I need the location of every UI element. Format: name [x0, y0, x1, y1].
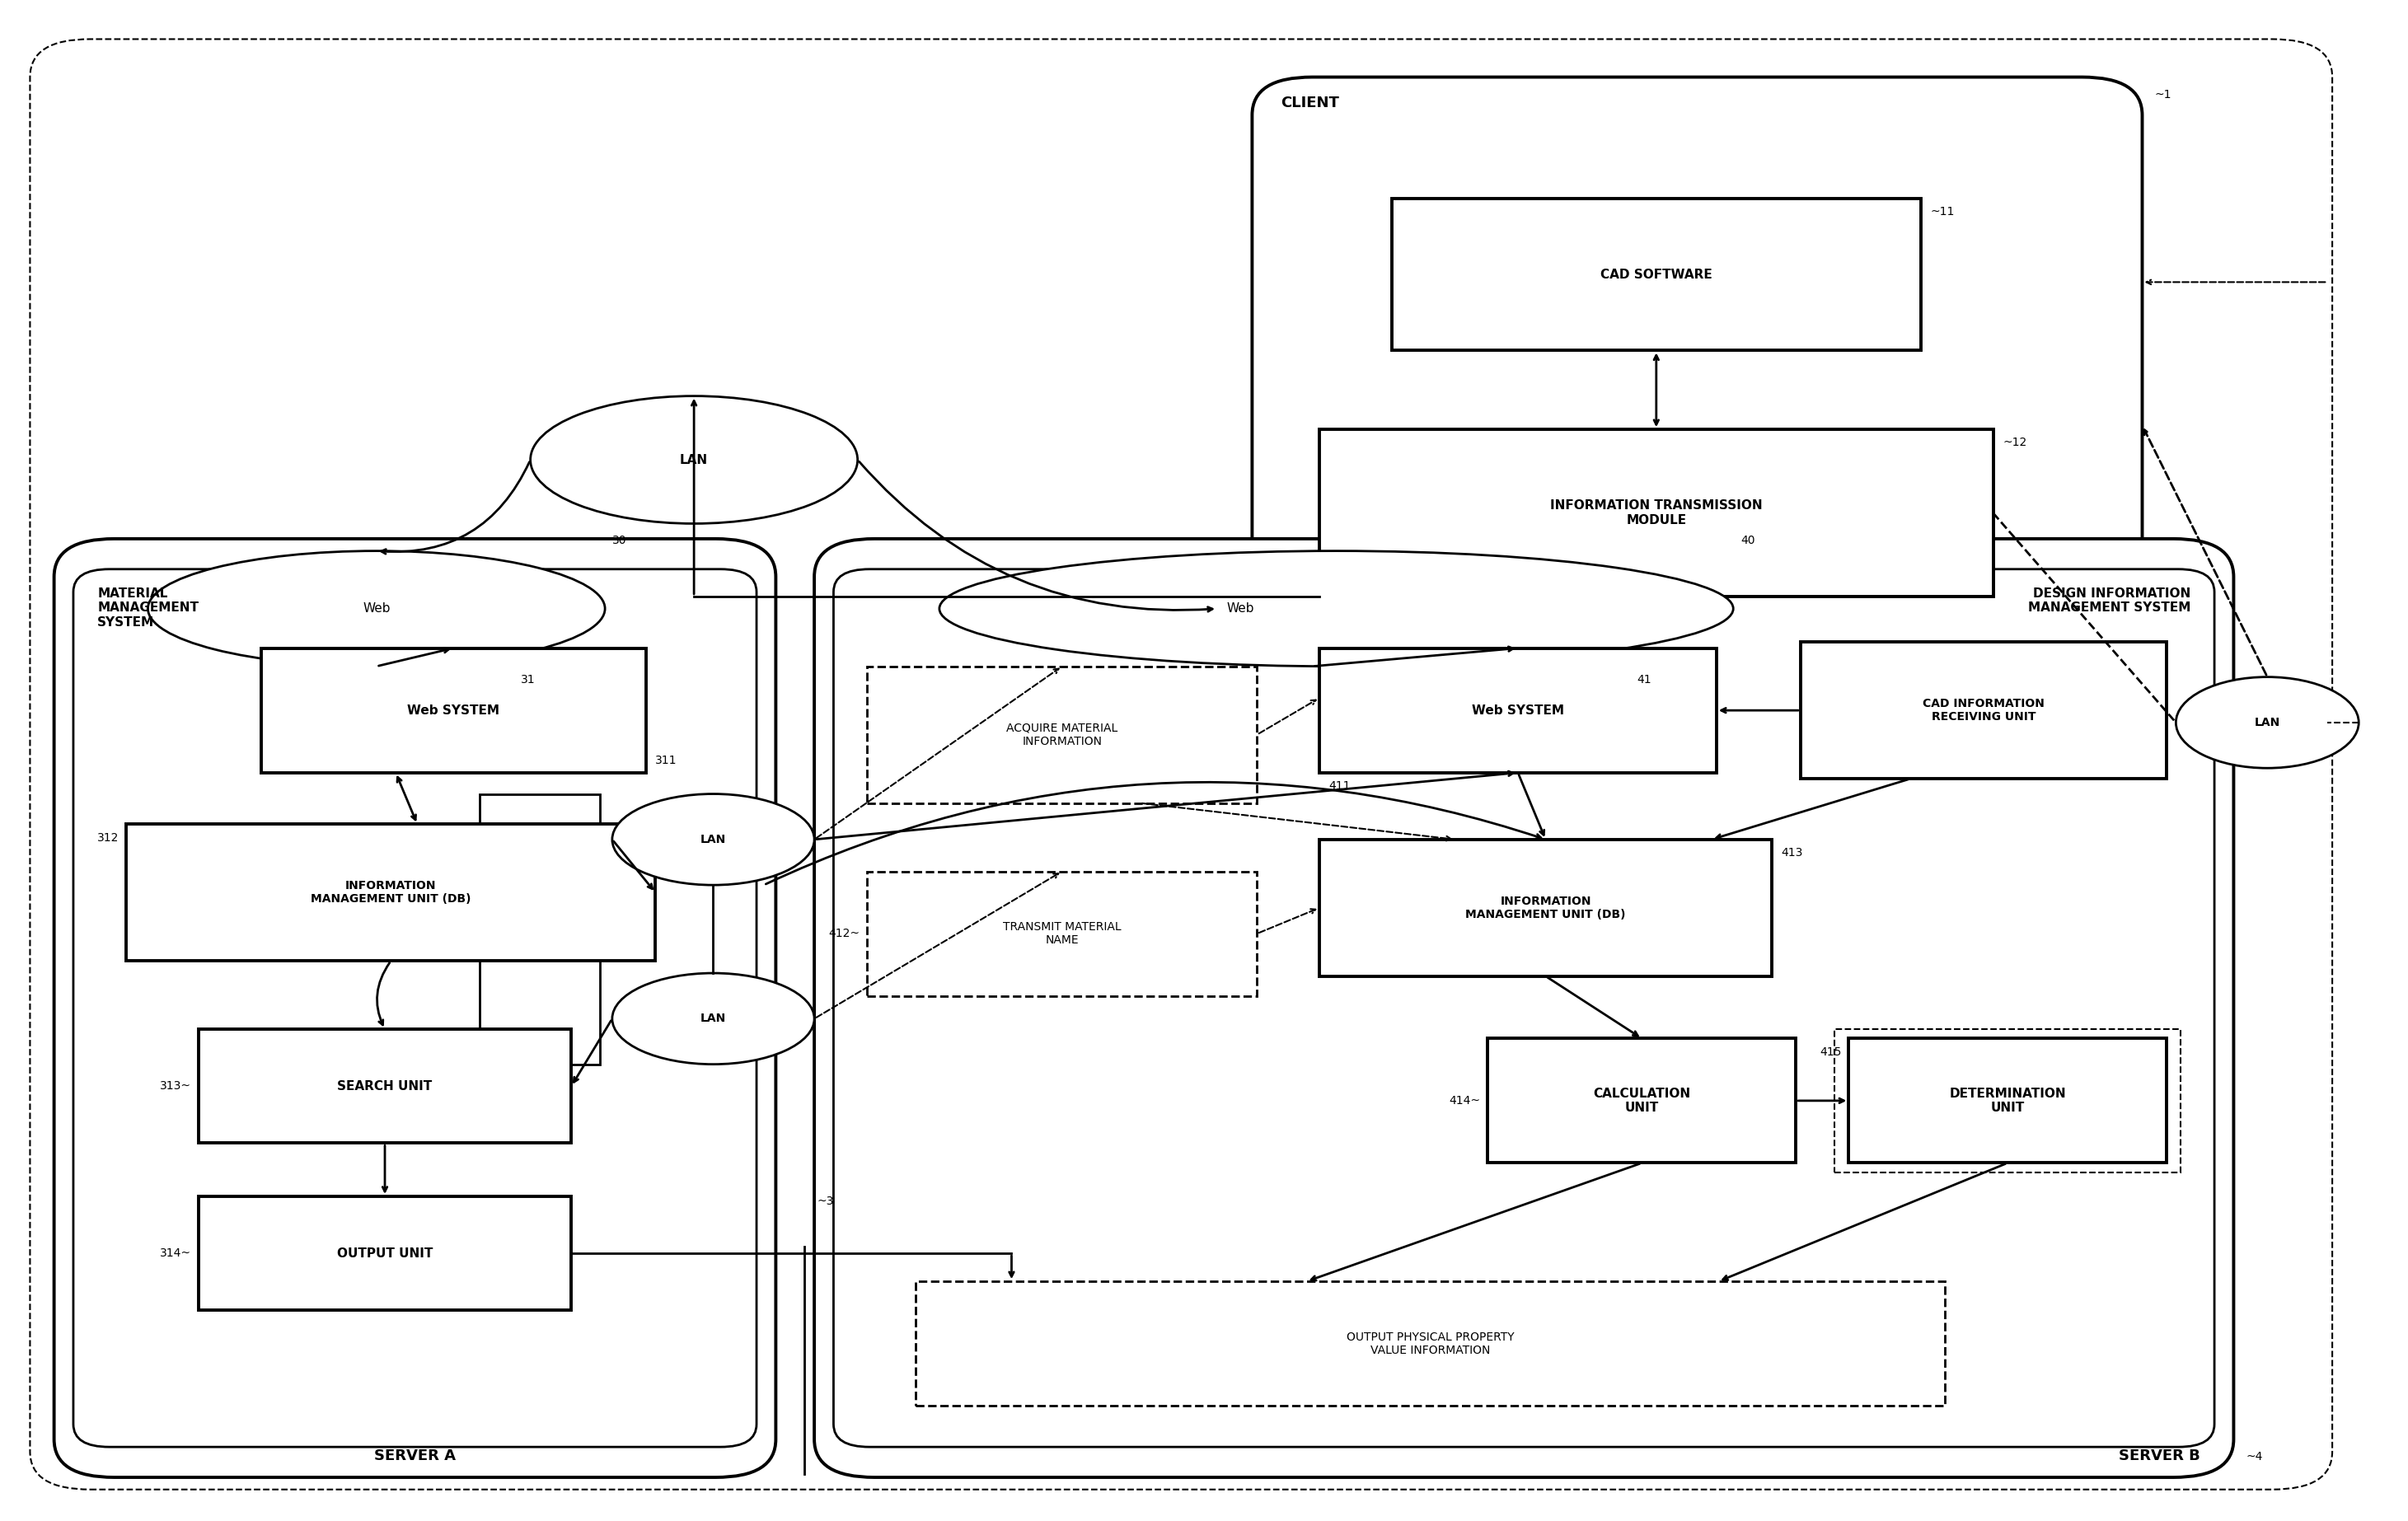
- Text: MATERIAL
MANAGEMENT
SYSTEM: MATERIAL MANAGEMENT SYSTEM: [96, 587, 200, 628]
- Text: INFORMATION
MANAGEMENT UNIT (DB): INFORMATION MANAGEMENT UNIT (DB): [1466, 896, 1625, 920]
- Text: 415: 415: [1820, 1046, 1842, 1057]
- Text: ~3: ~3: [816, 1196, 833, 1206]
- FancyBboxPatch shape: [814, 538, 2235, 1477]
- Text: LAN: LAN: [701, 1013, 727, 1025]
- FancyBboxPatch shape: [833, 569, 2215, 1446]
- Text: 313~: 313~: [159, 1080, 190, 1092]
- Text: LAN: LAN: [2254, 716, 2280, 729]
- Text: 31: 31: [520, 674, 535, 686]
- Bar: [1849, 1039, 2167, 1164]
- Text: ~4: ~4: [2247, 1451, 2264, 1462]
- Text: 412~: 412~: [828, 928, 860, 940]
- Text: OUTPUT PHYSICAL PROPERTY
VALUE INFORMATION: OUTPUT PHYSICAL PROPERTY VALUE INFORMATI…: [1346, 1331, 1515, 1357]
- Text: TRANSMIT MATERIAL
NAME: TRANSMIT MATERIAL NAME: [1002, 922, 1122, 946]
- Text: Web: Web: [364, 602, 390, 614]
- Text: 311: 311: [655, 754, 677, 767]
- Text: ~12: ~12: [2003, 437, 2028, 449]
- Bar: [1320, 429, 1994, 596]
- Bar: [1801, 642, 2167, 779]
- Bar: [1320, 648, 1717, 773]
- Text: CLIENT: CLIENT: [1281, 96, 1339, 110]
- Text: SERVER A: SERVER A: [373, 1448, 455, 1463]
- FancyBboxPatch shape: [1252, 78, 2143, 639]
- Text: 41: 41: [1637, 674, 1652, 686]
- Bar: [1835, 1030, 2182, 1173]
- Text: 314~: 314~: [159, 1247, 190, 1259]
- Bar: [260, 648, 645, 773]
- Text: OUTPUT UNIT: OUTPUT UNIT: [337, 1247, 433, 1259]
- Bar: [197, 1030, 571, 1144]
- Bar: [197, 1197, 571, 1310]
- Text: 411: 411: [1329, 780, 1351, 792]
- Bar: [125, 824, 655, 961]
- Text: DETERMINATION
UNIT: DETERMINATION UNIT: [1948, 1088, 2066, 1113]
- Text: 40: 40: [1741, 535, 1755, 546]
- Text: 413: 413: [1782, 847, 1804, 858]
- Ellipse shape: [530, 395, 857, 523]
- Ellipse shape: [147, 551, 604, 666]
- Text: ~1: ~1: [2155, 90, 2172, 100]
- Bar: [479, 794, 600, 1065]
- Text: INFORMATION TRANSMISSION
MODULE: INFORMATION TRANSMISSION MODULE: [1551, 499, 1763, 526]
- Bar: [1320, 840, 1772, 976]
- Bar: [1488, 1039, 1796, 1164]
- Bar: [867, 872, 1257, 996]
- Bar: [1392, 199, 1922, 350]
- Text: DESIGN INFORMATION
MANAGEMENT SYSTEM: DESIGN INFORMATION MANAGEMENT SYSTEM: [2028, 587, 2191, 614]
- Ellipse shape: [939, 551, 1734, 666]
- Ellipse shape: [2177, 677, 2360, 768]
- FancyBboxPatch shape: [72, 569, 756, 1446]
- Text: 312: 312: [96, 832, 118, 844]
- Text: ACQUIRE MATERIAL
INFORMATION: ACQUIRE MATERIAL INFORMATION: [1007, 722, 1117, 747]
- Text: 30: 30: [612, 535, 626, 546]
- Text: 414~: 414~: [1450, 1095, 1481, 1106]
- Text: CAD SOFTWARE: CAD SOFTWARE: [1601, 268, 1712, 281]
- Text: Web SYSTEM: Web SYSTEM: [1471, 704, 1565, 716]
- FancyBboxPatch shape: [53, 538, 775, 1477]
- Bar: [915, 1281, 1946, 1405]
- Text: SERVER B: SERVER B: [2119, 1448, 2201, 1463]
- Text: SEARCH UNIT: SEARCH UNIT: [337, 1080, 433, 1092]
- Text: LAN: LAN: [679, 453, 708, 465]
- Text: LAN: LAN: [701, 834, 727, 846]
- Bar: [867, 666, 1257, 803]
- Ellipse shape: [612, 794, 814, 885]
- Ellipse shape: [612, 973, 814, 1065]
- Text: CAD INFORMATION
RECEIVING UNIT: CAD INFORMATION RECEIVING UNIT: [1922, 698, 2044, 722]
- Text: ~11: ~11: [1931, 207, 1955, 218]
- Text: Web: Web: [1226, 602, 1255, 614]
- Text: INFORMATION
MANAGEMENT UNIT (DB): INFORMATION MANAGEMENT UNIT (DB): [311, 881, 472, 905]
- Text: Web SYSTEM: Web SYSTEM: [407, 704, 498, 716]
- Text: CALCULATION
UNIT: CALCULATION UNIT: [1594, 1088, 1690, 1113]
